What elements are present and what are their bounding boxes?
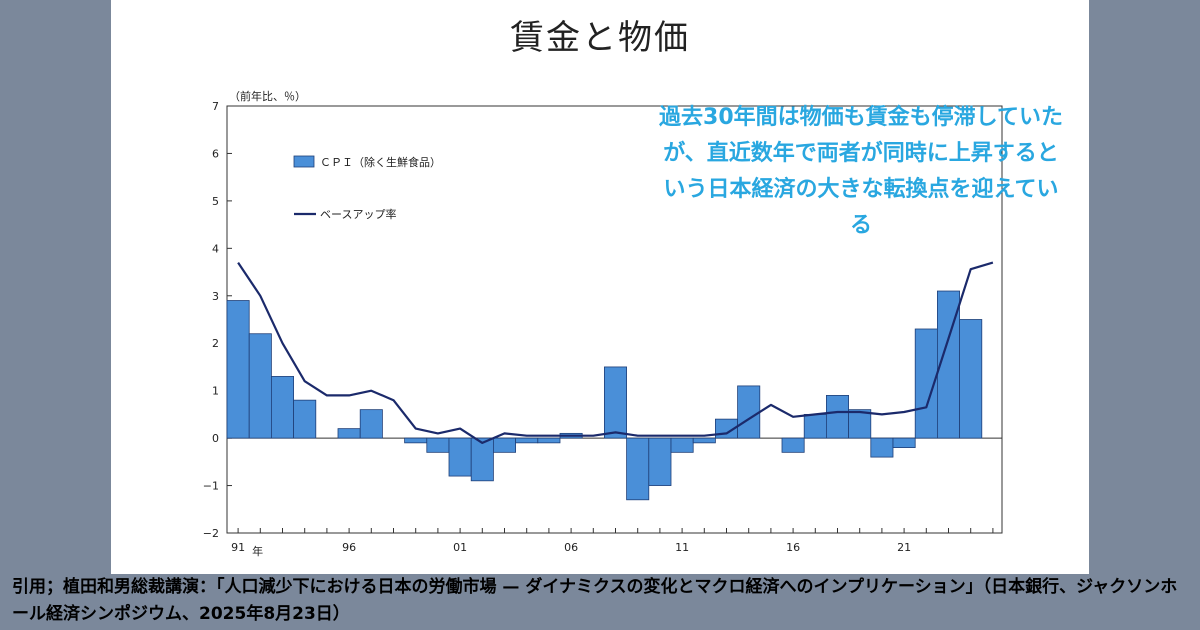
cpi-bar xyxy=(737,385,761,439)
x-tick-label: 21 xyxy=(897,541,911,554)
x-tick-label: 11 xyxy=(675,541,689,554)
y-tick-label: −2 xyxy=(203,527,219,540)
cpi-bar xyxy=(781,437,805,453)
cpi-bar xyxy=(448,437,472,477)
cpi-bar xyxy=(870,437,894,458)
legend-cpi-label: ＣＰＩ（除く生鮮食品） xyxy=(320,155,441,169)
cpi-bar xyxy=(515,437,539,444)
cpi-bar xyxy=(648,437,672,486)
x-tick-label: 91 xyxy=(231,541,245,554)
y-tick-label: 4 xyxy=(212,242,219,255)
base-up-line xyxy=(237,261,994,444)
cpi-bar xyxy=(226,300,250,439)
cpi-bar xyxy=(337,428,361,439)
y-tick-label: 3 xyxy=(212,290,219,303)
cpi-bar xyxy=(826,395,850,439)
x-tick-label: 16 xyxy=(786,541,800,554)
x-unit-label: 年 xyxy=(252,544,263,558)
legend-cpi-swatch xyxy=(293,155,315,168)
cpi-bar xyxy=(270,376,294,439)
cpi-bar xyxy=(803,413,827,439)
cpi-bar xyxy=(248,333,272,439)
page-title: 賃金と物価 xyxy=(510,18,690,58)
cpi-bar xyxy=(293,399,317,439)
cpi-bar xyxy=(626,437,650,501)
cpi-bar xyxy=(404,437,428,444)
y-tick-label: 6 xyxy=(212,147,219,160)
y-tick-label: 7 xyxy=(212,100,219,113)
y-tick-label: −1 xyxy=(203,480,219,493)
legend-line-label: ベースアップ率 xyxy=(320,207,396,221)
callout-text: 過去30年間は物価も賃金も停滞していたが、直近数年で両者が同時に上昇するという日… xyxy=(659,105,1063,238)
x-tick-label: 01 xyxy=(453,541,467,554)
cpi-bar xyxy=(492,437,516,453)
cpi-bar xyxy=(603,366,627,439)
chart-panel: 7 6 5 4 3 2 1 0 −1 −2 91 96 01 06 11 16 21 年（前年比、％） ＣＰＩ（除く… xyxy=(111,0,1089,574)
cpi-bar xyxy=(537,437,561,444)
cpi-bar xyxy=(692,437,716,444)
x-tick-label: 96 xyxy=(342,541,356,554)
y-tick-label: 0 xyxy=(212,432,219,445)
y-tick-label: 1 xyxy=(212,385,219,398)
cpi-bar xyxy=(892,437,916,449)
cpi-bar xyxy=(359,409,383,439)
cpi-bar xyxy=(670,437,694,453)
cpi-bar xyxy=(470,437,494,482)
citation-text: 引用；植田和男総裁講演：「人口減少下における日本の労働市場 — ダイナミクスの変… xyxy=(12,577,1178,624)
y-tick-label: 5 xyxy=(212,195,219,208)
y-tick-label: 2 xyxy=(212,337,219,350)
x-tick-label: 06 xyxy=(564,541,578,554)
y-unit-label: （前年比、％） xyxy=(229,89,306,103)
cpi-bar xyxy=(959,319,983,439)
cpi-bar xyxy=(848,409,872,439)
cpi-bar xyxy=(426,437,450,453)
